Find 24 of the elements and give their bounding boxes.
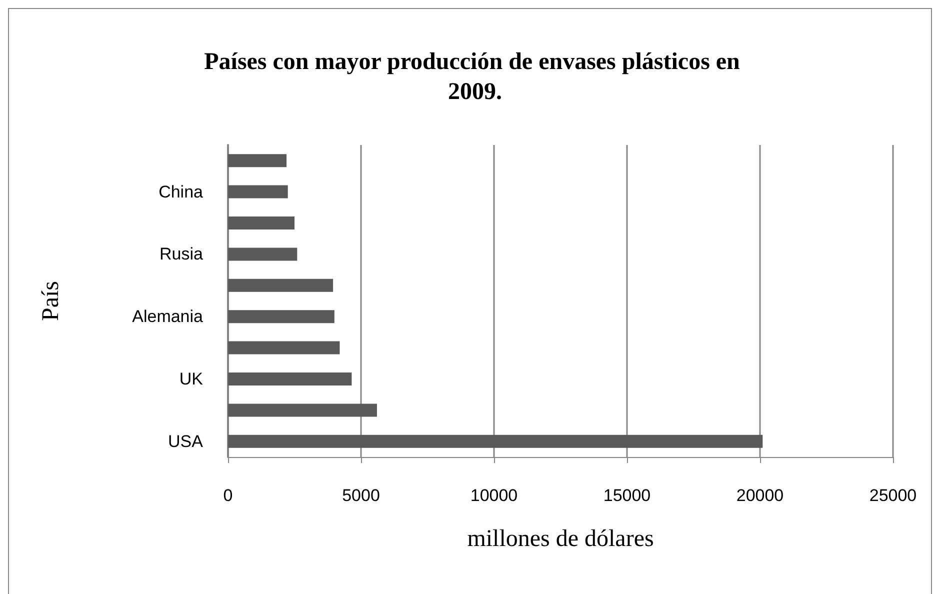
x-tick-label: 10000 <box>470 486 518 505</box>
y-tick-label: Rusia <box>160 244 204 264</box>
y-axis-title: País <box>38 280 64 322</box>
x-tick-label: 15000 <box>603 486 651 505</box>
y-tick-label: USA <box>168 432 204 451</box>
bar <box>228 434 763 448</box>
x-tick-label: 20000 <box>736 486 784 505</box>
x-axis-title: millones de dólares <box>467 526 654 552</box>
y-tick-label: UK <box>179 370 204 388</box>
x-tick-label: 25000 <box>869 486 917 505</box>
bar <box>228 248 298 261</box>
bar <box>228 278 334 292</box>
bar <box>228 404 377 417</box>
bar <box>228 185 288 198</box>
x-tick-label: 5000 <box>342 486 380 505</box>
bar <box>228 154 287 168</box>
x-tick-label: 0 <box>223 486 233 505</box>
bar <box>228 310 334 324</box>
chart-title: Países con mayor producción de envases plásticos en 2009. <box>204 49 746 105</box>
y-tick-label: China <box>158 182 204 202</box>
bar <box>228 216 294 230</box>
bar <box>228 341 340 354</box>
y-tick-label: Alemania <box>132 307 204 326</box>
bar <box>228 372 352 386</box>
